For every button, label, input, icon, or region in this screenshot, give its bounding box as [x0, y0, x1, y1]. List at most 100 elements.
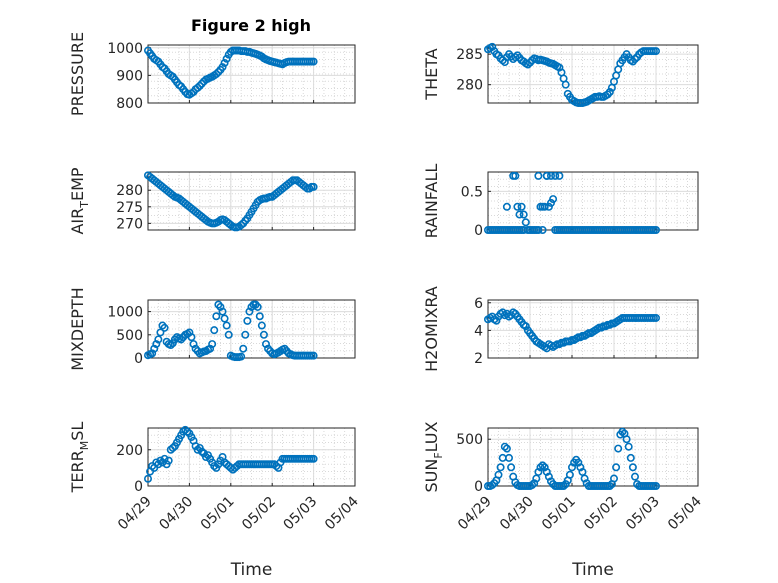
- data-point: [144, 474, 153, 483]
- x-tick-label: 05/01: [539, 494, 579, 534]
- y-tick-label: 200: [116, 443, 143, 459]
- x-tick-label: 05/01: [198, 494, 238, 534]
- data-point: [513, 202, 522, 211]
- y-axis-label: MIXDEPTH: [68, 287, 87, 370]
- data-point: [222, 321, 231, 330]
- data-point: [517, 202, 526, 211]
- data-series: [144, 171, 318, 232]
- y-tick-label: 0.5: [461, 184, 483, 200]
- subplot-5: 0 500 1000 MIXDEPTH: [68, 287, 356, 371]
- y-tick-label: 275: [116, 200, 143, 216]
- subplot-8: 04/29 04/30 05/01 05/02 05/03 05/04 0 500 SUNFLU…: [422, 421, 705, 580]
- data-point: [168, 443, 177, 452]
- data-point: [614, 444, 623, 453]
- y-label-main: AIR: [68, 208, 87, 235]
- subplot-2: 280 285 THETA: [422, 42, 699, 108]
- y-tick-label: 0: [474, 479, 483, 495]
- y-label-main: THETA: [422, 48, 441, 100]
- y-label-tail: SL: [68, 422, 87, 441]
- data-point: [519, 226, 528, 235]
- data-point: [511, 171, 520, 180]
- y-tick-label: 900: [116, 68, 143, 84]
- y-tick-label: 280: [456, 78, 483, 94]
- data-point: [261, 340, 270, 349]
- data-series: [144, 300, 318, 362]
- data-point: [309, 351, 318, 360]
- data-point: [220, 314, 229, 323]
- y-tick-label: 0: [134, 479, 143, 495]
- data-point: [500, 442, 509, 451]
- y-label-main: RAINFALL: [422, 164, 441, 239]
- y-tick-label: 1000: [107, 41, 143, 57]
- y-label-subscript: F: [432, 452, 445, 458]
- x-axis-label: Time: [230, 560, 273, 580]
- data-point: [197, 79, 206, 88]
- axes-box: [147, 171, 356, 231]
- y-tick-label: 0: [474, 223, 483, 239]
- y-label-main: SUN: [422, 459, 441, 493]
- data-point: [208, 340, 217, 349]
- data-point: [540, 202, 549, 211]
- data-series: [483, 427, 660, 490]
- y-axis-label: TERRMSL: [68, 422, 91, 494]
- axes-box: [487, 44, 699, 104]
- x-tick-label: 05/04: [322, 493, 362, 533]
- data-point: [166, 341, 175, 350]
- axes-box: [147, 427, 356, 487]
- y-tick-label: 280: [116, 183, 143, 199]
- data-point: [154, 335, 163, 344]
- data-point: [542, 171, 551, 180]
- data-point: [150, 344, 159, 353]
- data-point: [160, 323, 169, 332]
- data-point: [224, 330, 233, 339]
- y-axis-label: PRESSURE: [68, 32, 87, 116]
- data-series: [483, 308, 660, 353]
- data-point: [628, 463, 637, 472]
- data-point: [536, 463, 545, 472]
- data-point: [561, 80, 570, 89]
- x-tick-label: 05/02: [239, 494, 279, 534]
- data-point: [502, 444, 511, 453]
- data-point: [156, 456, 165, 465]
- y-tick-label: 2: [474, 351, 483, 367]
- axes-box: [147, 299, 356, 359]
- data-point: [237, 352, 246, 361]
- data-point: [164, 456, 173, 465]
- axes-box: [487, 171, 699, 231]
- data-point: [185, 328, 194, 337]
- y-tick-label: 0: [134, 351, 143, 367]
- data-point: [494, 470, 503, 479]
- data-point: [309, 454, 318, 463]
- y-tick-label: 4: [474, 323, 483, 339]
- x-tick-label: 05/02: [581, 494, 621, 534]
- data-point: [651, 226, 660, 235]
- data-point: [241, 330, 250, 339]
- data-point: [565, 470, 574, 479]
- y-tick-label: 500: [456, 432, 483, 448]
- data-point: [222, 54, 231, 63]
- y-label-tail: EMP: [68, 167, 87, 201]
- x-tick-label: 04/30: [156, 494, 196, 534]
- data-point: [511, 53, 520, 62]
- data-point: [624, 442, 633, 451]
- data-point: [538, 461, 547, 470]
- data-point: [519, 210, 528, 219]
- y-label-subscript: M: [78, 441, 91, 451]
- x-axis-label: Time: [571, 560, 614, 580]
- subplot-7: 04/29 04/30 05/01 05/02 05/03 05/04 0 200 TERRMS…: [68, 422, 362, 580]
- data-point: [651, 47, 660, 56]
- data-point: [549, 195, 558, 204]
- data-point: [630, 55, 639, 64]
- data-point: [253, 302, 262, 311]
- subplot-4: 0 0.5 RAINFALL: [422, 164, 699, 239]
- data-point: [528, 481, 537, 490]
- y-tick-label: 6: [474, 296, 483, 312]
- data-point: [201, 452, 210, 461]
- data-point: [216, 302, 225, 311]
- data-point: [259, 330, 268, 339]
- data-point: [195, 81, 204, 90]
- x-tick-label: 04/29: [455, 494, 495, 534]
- data-point: [502, 202, 511, 211]
- data-point: [239, 344, 248, 353]
